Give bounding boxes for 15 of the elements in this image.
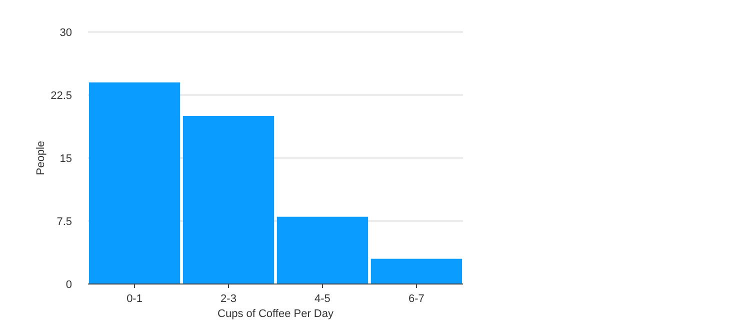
y-tick-label: 30 — [60, 26, 72, 39]
x-tick-label: 2-3 — [220, 293, 236, 305]
y-tick-label: 7.5 — [56, 216, 72, 228]
y-tick-label: 22.5 — [50, 90, 72, 102]
x-tick-label: 0-1 — [126, 293, 142, 305]
bar — [370, 258, 462, 284]
x-tick-label: 6-7 — [408, 293, 424, 305]
y-tick-label: 0 — [66, 278, 72, 291]
x-tick-label: 4-5 — [314, 293, 330, 305]
bar — [276, 216, 368, 284]
x-axis-title: Cups of Coffee Per Day — [218, 308, 334, 320]
y-tick-label: 15 — [60, 152, 72, 165]
y-axis-title: People — [35, 140, 47, 176]
bar — [88, 82, 180, 284]
bar — [182, 116, 274, 284]
